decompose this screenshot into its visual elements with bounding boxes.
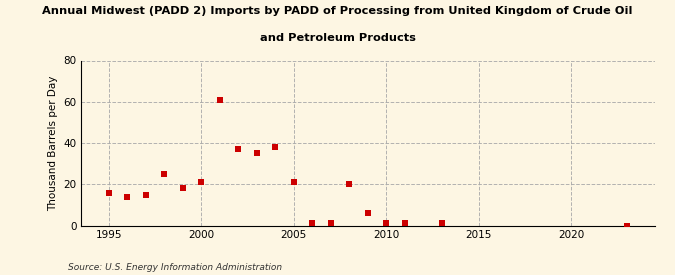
Point (196, 180, 207, 185)
Point (400, 221, 410, 226)
Point (122, 194, 133, 199)
Point (178, 186, 188, 191)
Point (381, 221, 392, 226)
Point (622, 223, 632, 228)
Point (215, 98, 225, 102)
Text: Annual Midwest (PADD 2) Imports by PADD of Processing from United Kingdom of Cru: Annual Midwest (PADD 2) Imports by PADD … (43, 6, 632, 15)
Text: and Petroleum Products: and Petroleum Products (260, 33, 415, 43)
Point (307, 221, 318, 226)
Point (288, 180, 299, 185)
Text: Source: U.S. Energy Information Administration: Source: U.S. Energy Information Administ… (68, 263, 281, 272)
Y-axis label: Thousand Barrels per Day: Thousand Barrels per Day (48, 75, 58, 211)
Point (362, 211, 373, 215)
Point (251, 151, 262, 156)
Point (344, 182, 355, 186)
Point (437, 221, 448, 226)
Point (140, 192, 151, 197)
Point (325, 221, 336, 226)
Point (233, 147, 244, 151)
Point (103, 190, 114, 195)
Point (159, 172, 169, 176)
Point (270, 145, 281, 149)
